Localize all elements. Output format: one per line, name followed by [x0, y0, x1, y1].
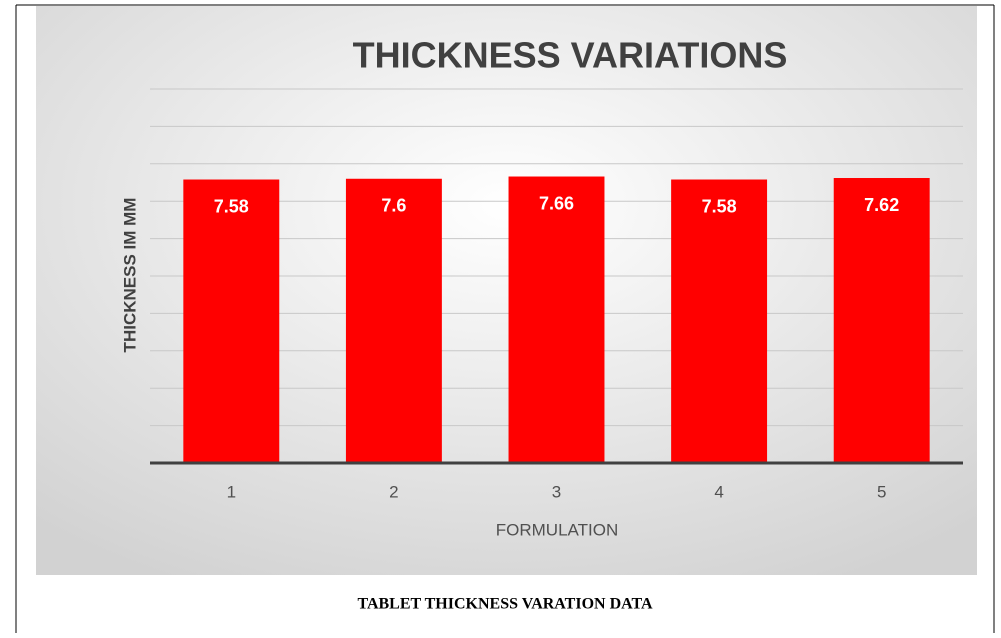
y-axis-title: THICKNESS IM MM	[120, 198, 139, 353]
x-tick-label: 3	[552, 482, 561, 501]
bar	[508, 176, 605, 464]
data-label: 7.62	[864, 195, 899, 215]
data-label: 7.66	[539, 193, 574, 213]
data-label: 7.58	[214, 196, 249, 216]
x-tick-label: 5	[877, 482, 886, 501]
chart-title: THICKNESS VARIATIONS	[353, 35, 788, 76]
x-axis-title: FORMULATION	[496, 520, 618, 539]
data-label: 7.6	[381, 196, 406, 216]
bar	[183, 179, 280, 463]
caption: TABLET THICKNESS VARATION DATA	[357, 596, 653, 613]
bar	[833, 178, 930, 463]
x-tick-label: 1	[227, 482, 236, 501]
data-label: 7.58	[702, 196, 737, 216]
bar	[345, 178, 442, 463]
bar	[671, 179, 768, 463]
x-tick-label: 2	[389, 482, 398, 501]
x-tick-label: 4	[714, 482, 723, 501]
